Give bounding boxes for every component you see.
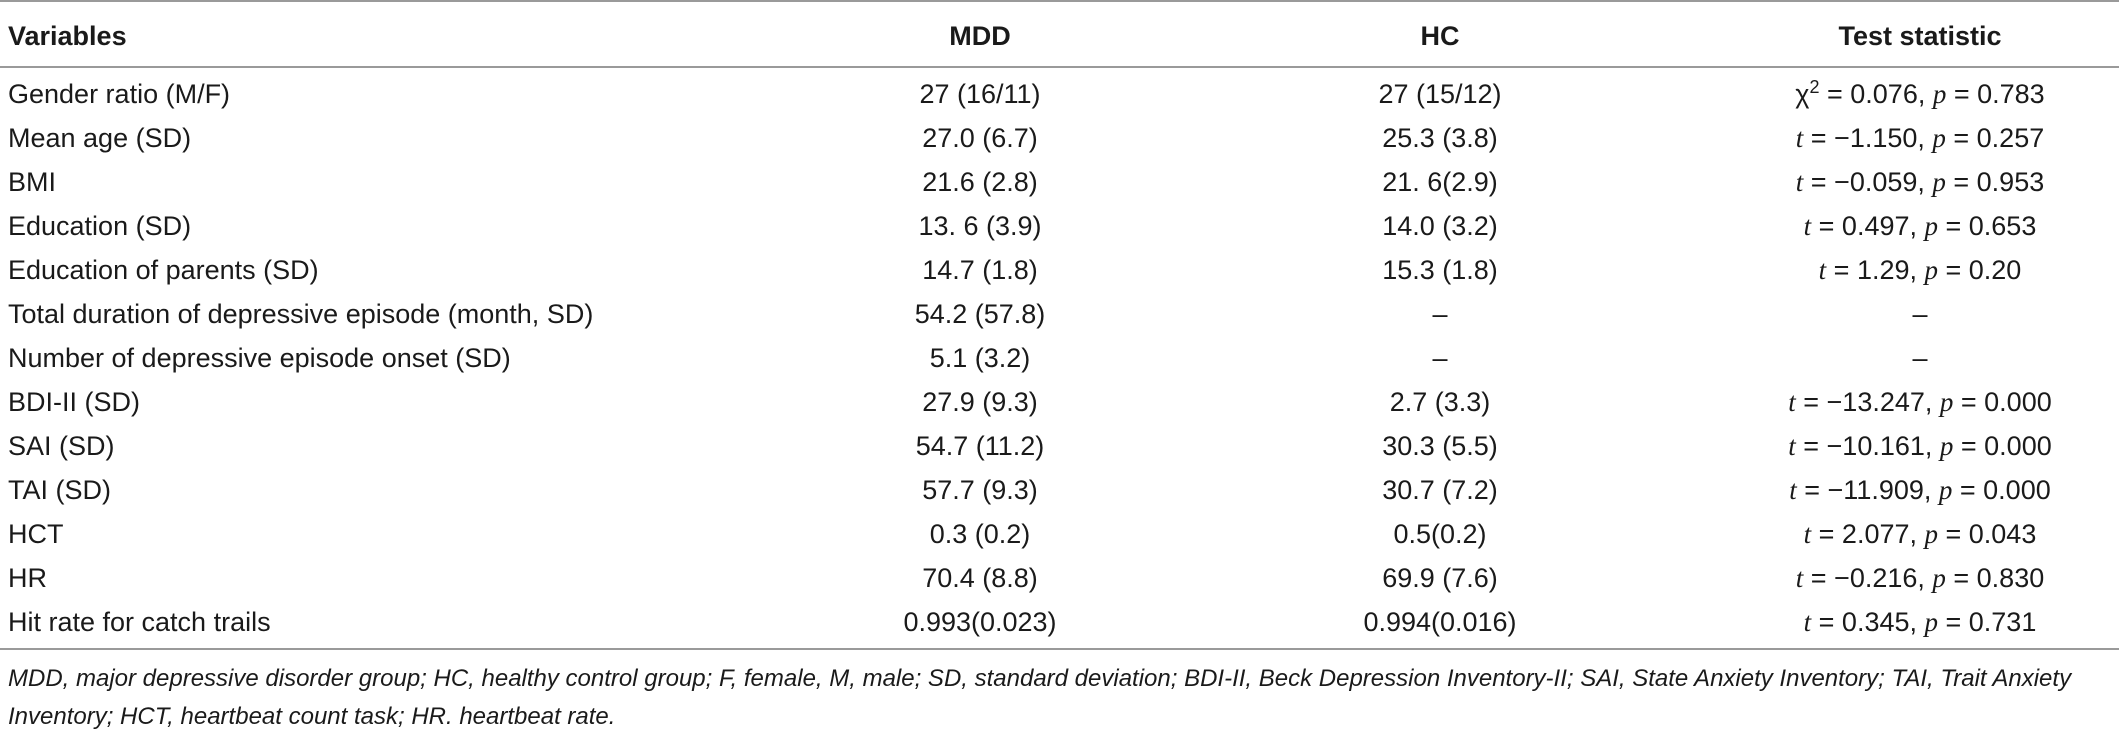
cell-hc: 69.9 (7.6) bbox=[1382, 563, 1498, 593]
header-hc: HC bbox=[1420, 21, 1460, 51]
table-row: BDI-II (SD) 27.9 (9.3) 2.7 (3.3) t = −13.24… bbox=[0, 380, 2119, 424]
table-row: BMI 21.6 (2.8) 21. 6(2.9) t = −0.059, p = 0… bbox=[0, 160, 2119, 204]
table-row: TAI (SD) 57.7 (9.3) 30.7 (7.2) t = −11.909,… bbox=[0, 468, 2119, 512]
table-row: Number of depressive episode onset (SD) 5… bbox=[0, 336, 2119, 380]
cell-hc: 14.0 (3.2) bbox=[1382, 211, 1498, 241]
cell-mdd: 13. 6 (3.9) bbox=[918, 211, 1042, 241]
cell-hc: 0.5(0.2) bbox=[1393, 519, 1487, 549]
table-row: HCT 0.3 (0.2) 0.5(0.2) t = 2.077, p = 0.043 bbox=[0, 512, 2119, 556]
cell-test-statistic: t = −0.216, p = 0.830 bbox=[1795, 563, 2045, 593]
cell-variable: Education of parents (SD) bbox=[8, 255, 319, 285]
cell-variable: SAI (SD) bbox=[8, 431, 115, 461]
cell-variable: Hit rate for catch trails bbox=[8, 607, 271, 637]
cell-hc: – bbox=[1432, 299, 1448, 329]
cell-mdd: 0.3 (0.2) bbox=[929, 519, 1031, 549]
cell-test-statistic: t = −1.150, p = 0.257 bbox=[1795, 123, 2045, 153]
header-test-statistic: Test statistic bbox=[1838, 21, 2002, 51]
cell-mdd: 0.993(0.023) bbox=[903, 607, 1057, 637]
table-top-rule bbox=[0, 0, 2119, 2]
cell-variable: Mean age (SD) bbox=[8, 123, 192, 153]
cell-test-statistic: t = 1.29, p = 0.20 bbox=[1818, 255, 2022, 285]
cell-test-statistic: χ2 = 0.076, p = 0.783 bbox=[1795, 77, 2045, 109]
cell-hc: 0.994(0.016) bbox=[1363, 607, 1517, 637]
cell-mdd: 5.1 (3.2) bbox=[929, 343, 1031, 373]
cell-hc: 21. 6(2.9) bbox=[1382, 167, 1498, 197]
table-row: Gender ratio (M/F) 27 (16/11) 27 (15/12) χ2… bbox=[0, 72, 2119, 116]
table-row: Hit rate for catch trails 0.993(0.023) 0.9… bbox=[0, 600, 2119, 644]
cell-variable: Number of depressive episode onset (SD) bbox=[8, 343, 511, 373]
table-bottom-rule bbox=[0, 648, 2119, 650]
cell-variable: TAI (SD) bbox=[8, 475, 111, 505]
cell-mdd: 57.7 (9.3) bbox=[922, 475, 1038, 505]
cell-test-statistic: t = −13.247, p = 0.000 bbox=[1788, 387, 2052, 417]
table-header-rule bbox=[0, 66, 2119, 68]
cell-mdd: 27 (16/11) bbox=[919, 79, 1041, 109]
cell-mdd: 27.9 (9.3) bbox=[922, 387, 1038, 417]
cell-hc: 30.3 (5.5) bbox=[1382, 431, 1498, 461]
cell-test-statistic: t = −11.909, p = 0.000 bbox=[1789, 475, 2051, 505]
table-footnote: MDD, major depressive disorder group; HC… bbox=[8, 665, 2072, 730]
cell-mdd: 70.4 (8.8) bbox=[922, 563, 1038, 593]
cell-hc: 15.3 (1.8) bbox=[1382, 255, 1498, 285]
cell-test-statistic: t = 0.345, p = 0.731 bbox=[1803, 607, 2037, 637]
cell-variable: HR bbox=[8, 563, 47, 593]
cell-mdd: 21.6 (2.8) bbox=[922, 167, 1038, 197]
cell-hc: – bbox=[1432, 343, 1448, 373]
cell-test-statistic: – bbox=[1912, 299, 1928, 329]
cell-mdd: 27.0 (6.7) bbox=[922, 123, 1038, 153]
table-row: HR 70.4 (8.8) 69.9 (7.6) t = −0.216, p = 0.… bbox=[0, 556, 2119, 600]
table-row: Mean age (SD) 27.0 (6.7) 25.3 (3.8) t = −1.… bbox=[0, 116, 2119, 160]
cell-hc: 2.7 (3.3) bbox=[1389, 387, 1491, 417]
header-mdd: MDD bbox=[949, 21, 1011, 51]
cell-variable: BDI-II (SD) bbox=[8, 387, 140, 417]
table-row: Total duration of depressive episode (mo… bbox=[0, 292, 2119, 336]
cell-variable: BMI bbox=[8, 167, 57, 197]
cell-variable: Education (SD) bbox=[8, 211, 192, 241]
cell-mdd: 14.7 (1.8) bbox=[922, 255, 1038, 285]
cell-variable: HCT bbox=[8, 519, 64, 549]
table-row: Education of parents (SD) 14.7 (1.8) 15.3 … bbox=[0, 248, 2119, 292]
cell-mdd: 54.7 (11.2) bbox=[915, 431, 1045, 461]
header-variables: Variables bbox=[8, 21, 127, 51]
cell-hc: 30.7 (7.2) bbox=[1382, 475, 1498, 505]
cell-variable: Gender ratio (M/F) bbox=[8, 79, 231, 109]
cell-test-statistic: t = −0.059, p = 0.953 bbox=[1795, 167, 2045, 197]
cell-test-statistic: – bbox=[1912, 343, 1928, 373]
table-header-row: Variables MDD HC Test statistic bbox=[0, 14, 2119, 58]
cell-variable: Total duration of depressive episode (mo… bbox=[8, 299, 594, 329]
cell-hc: 25.3 (3.8) bbox=[1382, 123, 1498, 153]
cell-test-statistic: t = 2.077, p = 0.043 bbox=[1803, 519, 2037, 549]
table-row: SAI (SD) 54.7 (11.2) 30.3 (5.5) t = −10.161… bbox=[0, 424, 2119, 468]
table-row: Education (SD) 13. 6 (3.9) 14.0 (3.2) t = 0… bbox=[0, 204, 2119, 248]
cell-hc: 27 (15/12) bbox=[1378, 79, 1502, 109]
cell-test-statistic: t = 0.497, p = 0.653 bbox=[1803, 211, 2037, 241]
cell-mdd: 54.2 (57.8) bbox=[914, 299, 1046, 329]
cell-test-statistic: t = −10.161, p = 0.000 bbox=[1788, 431, 2052, 461]
